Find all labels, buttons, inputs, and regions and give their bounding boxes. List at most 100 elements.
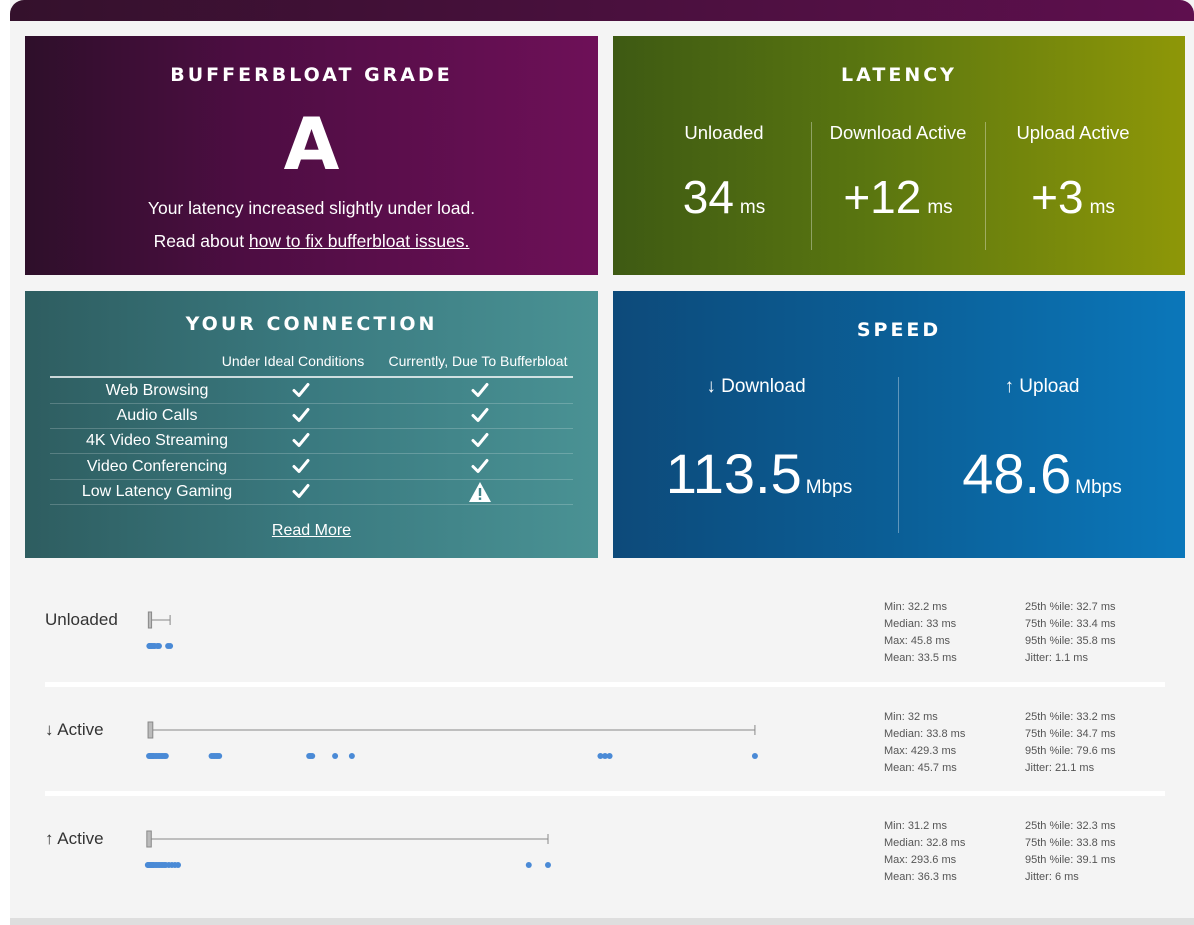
- stat-line: 95th %ile: 79.6 ms: [1025, 745, 1116, 757]
- latency-sample-dot: [602, 753, 609, 759]
- stat-line: Max: 429.3 ms: [884, 745, 957, 757]
- upload-speed-value: 48.6: [962, 442, 1072, 505]
- latency-download-active: Download Active +12 ms: [811, 122, 985, 250]
- latency-stats-left: Min: 32.2 ms Median: 33 ms Max: 45.8 ms Mea…: [884, 599, 957, 667]
- bufferbloat-title: BUFFERBLOAT GRADE: [170, 64, 453, 86]
- stat-line: 25th %ile: 32.7 ms: [1025, 601, 1116, 613]
- grade-message: Your latency increased slightly under lo…: [147, 198, 476, 218]
- read-about-prefix: Read about: [153, 231, 249, 251]
- download-speed-value: 113.5: [665, 442, 802, 505]
- connection-row: Low Latency Gaming: [50, 480, 573, 505]
- latency-unit: ms: [739, 197, 766, 218]
- latency-stats-left: Min: 31.2 ms Median: 32.8 ms Max: 293.6 ms…: [884, 818, 965, 886]
- latency-detail-row: ↑ Active Min: 31.2 ms Median: 32.8 ms Max: …: [10, 815, 1194, 905]
- fix-bufferbloat-link[interactable]: how to fix bufferbloat issues.: [248, 231, 470, 251]
- top-bar: [10, 0, 1194, 21]
- stat-line: 95th %ile: 35.8 ms: [1025, 635, 1116, 647]
- check-icon: [462, 456, 498, 480]
- header-rule: [50, 376, 573, 378]
- connection-row: Audio Calls: [50, 404, 573, 429]
- check-icon: [283, 481, 319, 505]
- latency-card: LATENCY Unloaded 34 ms Download Active +1…: [613, 36, 1185, 275]
- bottom-line: [10, 918, 1194, 925]
- latency-distribution-plot: [146, 721, 758, 759]
- column-header-ideal: Under Ideal Conditions: [221, 353, 365, 369]
- grade-value: A: [283, 102, 340, 186]
- connection-row: Web Browsing: [50, 379, 573, 404]
- latency-unloaded-label: Unloaded: [684, 122, 764, 143]
- stat-line: Median: 33 ms: [884, 618, 957, 630]
- latency-sample-dot: [544, 862, 551, 868]
- check-icon: [283, 456, 319, 480]
- stat-line: Min: 31.2 ms: [884, 820, 947, 832]
- stat-line: 25th %ile: 33.2 ms: [1025, 711, 1116, 723]
- stat-line: Median: 32.8 ms: [884, 837, 966, 849]
- latency-unit: ms: [1089, 197, 1115, 218]
- latency-sample-dot: [162, 753, 169, 759]
- latency-upload-active: Upload Active +3 ms: [986, 122, 1160, 250]
- stat-line: Mean: 33.5 ms: [884, 652, 957, 664]
- divider: [898, 377, 899, 533]
- stat-line: Jitter: 6 ms: [1025, 871, 1079, 883]
- latency-sample-dot: [167, 643, 174, 649]
- row-separator: [45, 682, 1165, 687]
- latency-row-label: ↓ Active: [45, 720, 104, 739]
- speed-unit: Mbps: [1075, 477, 1122, 498]
- box-marker: [147, 611, 153, 629]
- connection-title: YOUR CONNECTION: [185, 313, 438, 335]
- latency-title: LATENCY: [841, 64, 957, 86]
- connection-activity-name: 4K Video Streaming: [85, 432, 228, 449]
- download-speed-value-wrap: 113.5 Mbps: [616, 441, 902, 506]
- fix-bufferbloat-line: Read about how to fix bufferbloat issues…: [25, 231, 598, 252]
- check-icon: [462, 430, 498, 454]
- read-more-link[interactable]: Read More: [271, 522, 352, 539]
- stat-line: Min: 32.2 ms: [884, 601, 947, 613]
- connection-row: Video Conferencing: [50, 455, 573, 480]
- upload-speed: ↑ Upload: [899, 376, 1185, 398]
- latency-sample-dot: [155, 643, 162, 649]
- download-label: ↓ Download: [706, 376, 806, 397]
- latency-stats-left: Min: 32 ms Median: 33.8 ms Max: 429.3 ms Me…: [884, 709, 965, 777]
- latency-sample-dot: [606, 753, 613, 759]
- stat-line: Mean: 45.7 ms: [884, 762, 957, 774]
- stat-line: Mean: 36.3 ms: [884, 871, 957, 883]
- read-more-line: Read More: [25, 522, 598, 540]
- connection-row: 4K Video Streaming: [50, 429, 573, 454]
- divider: [811, 122, 812, 250]
- latency-stats-right: 25th %ile: 32.3 ms 75th %ile: 33.8 ms 95th…: [1025, 818, 1116, 886]
- stat-line: Max: 45.8 ms: [884, 635, 951, 647]
- connection-activity-name: Audio Calls: [116, 407, 198, 424]
- warning-icon: [462, 481, 498, 507]
- latency-upload-value: +3: [1031, 171, 1084, 223]
- latency-sample-dot: [216, 753, 223, 759]
- latency-unit: ms: [927, 197, 953, 218]
- upload-speed-value-wrap: 48.6 Mbps: [899, 441, 1185, 506]
- check-icon: [462, 405, 498, 429]
- stat-line: 75th %ile: 33.8 ms: [1025, 837, 1116, 849]
- speed-unit: Mbps: [805, 477, 853, 498]
- latency-distribution-plot: [144, 830, 551, 868]
- latency-sample-dot: [751, 753, 758, 759]
- latency-stats-right: 25th %ile: 33.2 ms 75th %ile: 34.7 ms 95th…: [1025, 709, 1116, 777]
- latency-row-label: ↑ Active: [45, 829, 104, 848]
- page-frame: BUFFERBLOAT GRADE A Your latency increas…: [10, 0, 1194, 925]
- latency-download-value: +12: [843, 171, 922, 223]
- check-icon: [462, 380, 498, 404]
- box-marker: [146, 830, 152, 848]
- stat-line: 75th %ile: 33.4 ms: [1025, 618, 1116, 630]
- connection-activity-name: Low Latency Gaming: [81, 483, 233, 500]
- speed-title: SPEED: [856, 319, 942, 341]
- download-speed: ↓ Download: [613, 376, 899, 398]
- check-icon: [283, 430, 319, 454]
- latency-sample-dot: [309, 753, 316, 759]
- row-separator: [45, 791, 1165, 796]
- box-marker: [147, 721, 154, 739]
- connection-activity-name: Web Browsing: [105, 382, 209, 399]
- check-icon: [283, 405, 319, 429]
- latency-download-label: Download Active: [829, 122, 967, 143]
- latency-stats-right: 25th %ile: 32.7 ms 75th %ile: 33.4 ms 95th…: [1025, 599, 1116, 667]
- column-header-current: Currently, Due To Bufferbloat: [388, 353, 568, 369]
- stat-line: 25th %ile: 32.3 ms: [1025, 820, 1116, 832]
- stat-line: Min: 32 ms: [884, 711, 938, 723]
- stat-line: Median: 33.8 ms: [884, 728, 966, 740]
